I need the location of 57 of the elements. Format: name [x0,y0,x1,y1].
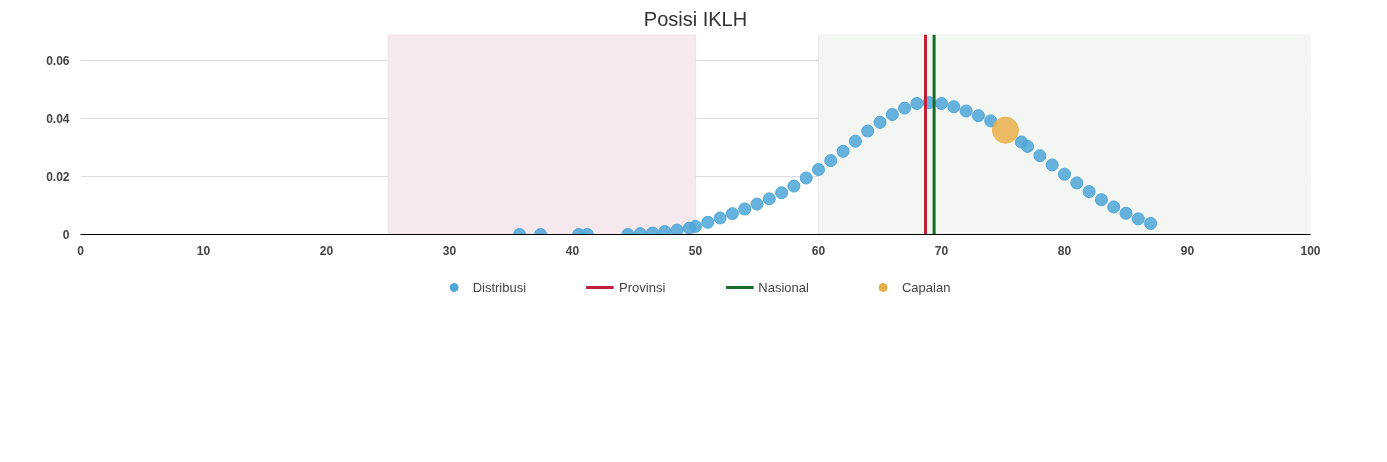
x-tick-label: 40 [565,243,580,258]
x-tick-label: 50 [688,243,703,258]
point [738,202,752,216]
point [836,144,850,158]
point [713,211,727,225]
point [787,179,801,193]
x-tick-label: 10 [196,243,211,258]
x-tick-label: 30 [442,243,457,258]
point [762,192,776,206]
point [775,186,789,200]
point [670,223,684,235]
y-tick-label: 0.04 [46,112,70,127]
point [812,163,825,177]
point [873,115,887,129]
point [885,108,899,121]
legend-label: Capaian [901,279,951,295]
point [947,100,961,114]
point [861,124,875,138]
point [1082,185,1096,199]
point [1033,149,1047,163]
x-tick-label: 70 [934,243,949,258]
point [971,109,985,123]
chart-title: Posisi IKLH [643,7,748,30]
point [658,225,672,235]
point [910,97,924,110]
x-tick-label: 60 [811,243,826,258]
y-tick-label: 0 [62,228,70,242]
point [750,197,764,211]
point [935,97,948,110]
point [1021,139,1035,153]
x-tick-label: 90 [1180,243,1195,258]
point [1094,193,1108,207]
point [1045,158,1059,172]
x-tick-label: 80 [1057,243,1072,258]
point [799,171,813,185]
x-tick-label: 0 [77,243,85,258]
point [701,215,715,229]
x-tick-label: 100 [1300,243,1321,258]
point [898,101,912,115]
x-tick-label: 20 [319,243,334,258]
point [1058,167,1071,181]
point [824,154,838,168]
point [1107,200,1121,214]
point [959,104,973,118]
y-tick-label: 0.06 [46,54,70,69]
point [848,134,862,148]
legend-label: Provinsi [619,279,666,295]
point [1144,217,1158,230]
point [725,207,739,221]
point [1070,176,1084,190]
point [1119,206,1133,220]
y-tick-label: 0.02 [46,170,70,185]
legend-label: Distribusi [472,279,527,295]
point [689,219,702,233]
legend-label: Nasional [758,279,809,295]
point [1131,212,1145,226]
point [991,116,1019,144]
